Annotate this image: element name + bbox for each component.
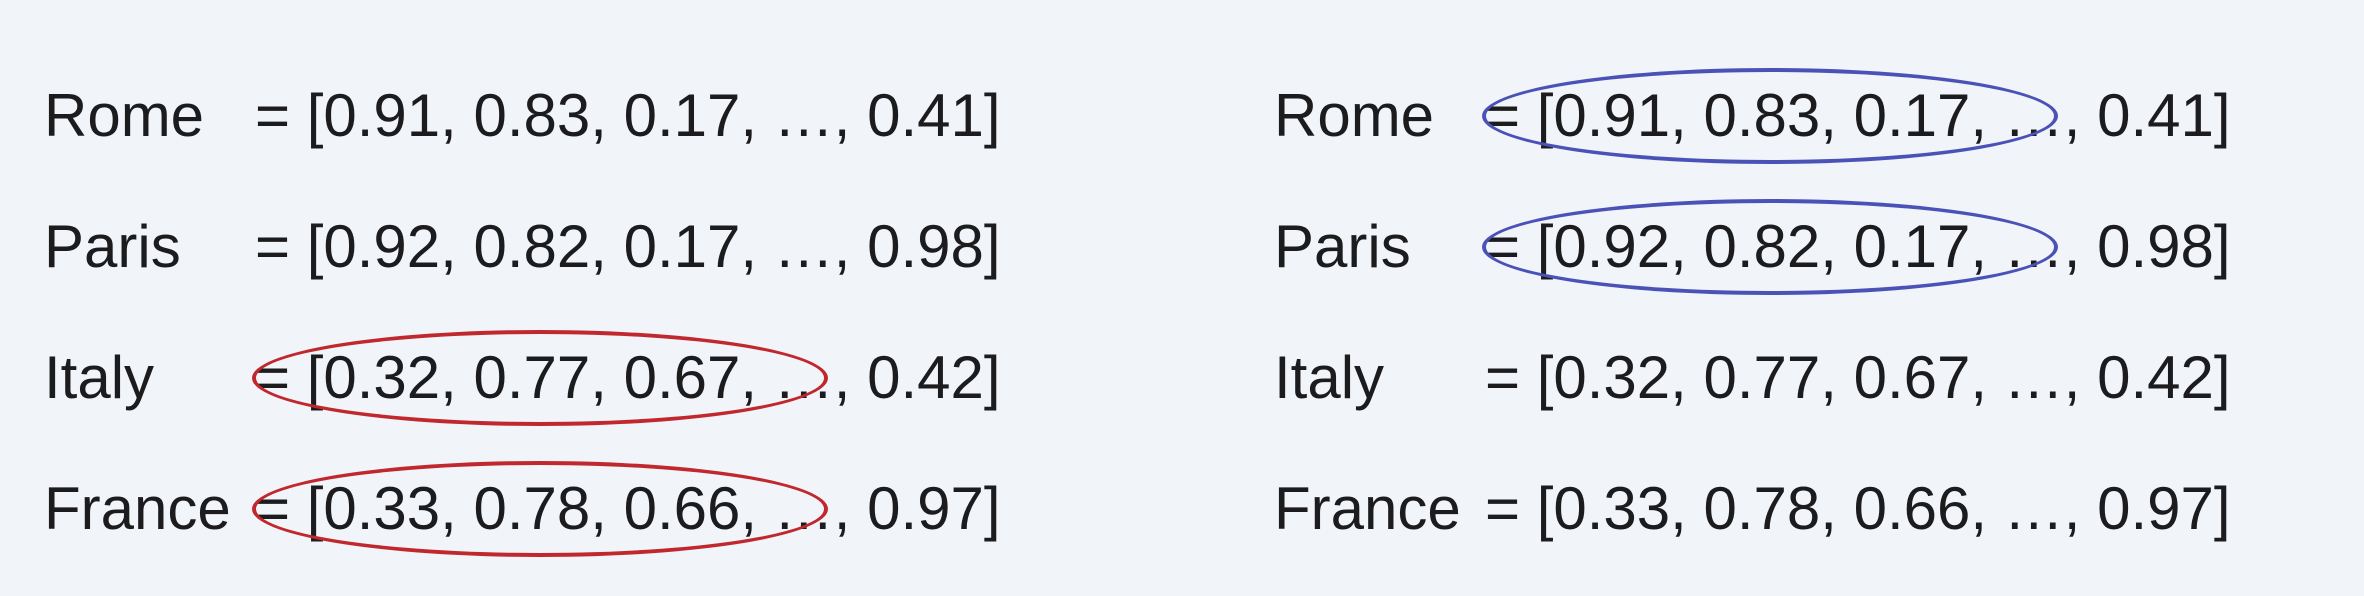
row-paris: Paris = [0.92, 0.82, 0.17, …, 0.98] <box>1230 197 2364 297</box>
vector-values: = [0.33, 0.78, 0.66, …, 0.97] <box>1485 475 2231 542</box>
word-label: Italy <box>1274 344 1385 411</box>
vector-values: = [0.92, 0.82, 0.17, …, 0.98] <box>255 213 1001 280</box>
vector-values: = [0.32, 0.77, 0.67, …, 0.42] <box>255 344 1001 411</box>
right-panel: Rome = [0.91, 0.83, 0.17, …, 0.41] Paris… <box>1230 0 2364 596</box>
row-rome: Rome = [0.91, 0.83, 0.17, …, 0.41] <box>0 66 1150 166</box>
row-paris: Paris = [0.92, 0.82, 0.17, …, 0.98] <box>0 197 1150 297</box>
vector-values: = [0.91, 0.83, 0.17, …, 0.41] <box>1485 82 2231 149</box>
row-italy: Italy = [0.32, 0.77, 0.67, …, 0.42] <box>1230 328 2364 428</box>
word-label: Rome <box>44 82 205 149</box>
vector-values: = [0.92, 0.82, 0.17, …, 0.98] <box>1485 213 2231 280</box>
left-panel: Rome = [0.91, 0.83, 0.17, …, 0.41] Paris… <box>0 66 1150 559</box>
word-label: Paris <box>44 213 181 280</box>
row-france: France = [0.33, 0.78, 0.66, …, 0.97] <box>0 459 1150 559</box>
vector-values: = [0.33, 0.78, 0.66, …, 0.97] <box>255 475 1001 542</box>
word-label: Rome <box>1274 82 1435 149</box>
vector-values: = [0.91, 0.83, 0.17, …, 0.41] <box>255 82 1001 149</box>
word-label: France <box>1274 475 1461 542</box>
word-label: Paris <box>1274 213 1411 280</box>
vector-values: = [0.32, 0.77, 0.67, …, 0.42] <box>1485 344 2231 411</box>
word-label: France <box>44 475 231 542</box>
row-rome: Rome = [0.91, 0.83, 0.17, …, 0.41] <box>1230 66 2364 166</box>
word-label: Italy <box>44 344 155 411</box>
row-france: France = [0.33, 0.78, 0.66, …, 0.97] <box>1230 459 2364 559</box>
row-italy: Italy = [0.32, 0.77, 0.67, …, 0.42] <box>0 328 1150 428</box>
